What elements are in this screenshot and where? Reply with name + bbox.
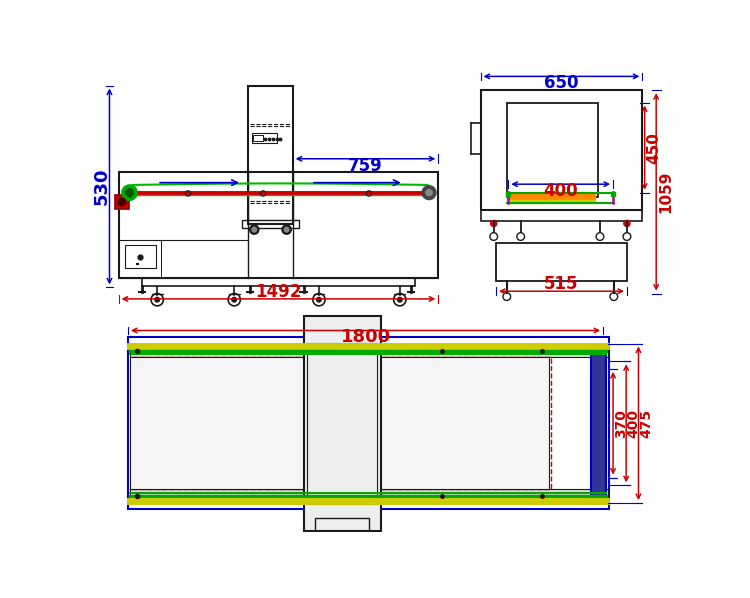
Circle shape	[232, 297, 236, 302]
Text: 475: 475	[639, 408, 653, 438]
Bar	[254, 135, 262, 141]
Text: 515: 515	[544, 275, 579, 293]
Circle shape	[624, 221, 630, 227]
Text: 450: 450	[646, 132, 662, 163]
Circle shape	[426, 190, 432, 196]
Circle shape	[284, 227, 289, 232]
Text: 400: 400	[627, 409, 640, 438]
Bar	[507, 103, 598, 197]
Circle shape	[316, 297, 321, 302]
Bar	[115, 195, 129, 209]
Circle shape	[490, 221, 496, 227]
Bar	[128, 337, 609, 509]
Text: 1492: 1492	[255, 283, 302, 301]
Bar	[130, 358, 549, 489]
Circle shape	[282, 225, 291, 234]
Bar	[118, 172, 438, 278]
Bar	[132, 358, 551, 489]
Bar	[130, 489, 608, 503]
Bar	[142, 278, 416, 286]
Circle shape	[118, 198, 126, 206]
Text: 400: 400	[544, 182, 578, 200]
Text: 1059: 1059	[658, 170, 673, 213]
Bar	[242, 221, 299, 228]
Text: 370: 370	[614, 409, 628, 438]
Bar	[315, 518, 369, 532]
Text: 759: 759	[348, 157, 383, 175]
Bar	[591, 345, 606, 501]
Text: 650: 650	[544, 74, 579, 92]
Text: 530: 530	[93, 168, 111, 205]
Bar	[130, 344, 608, 358]
Bar	[248, 86, 292, 224]
Circle shape	[252, 227, 257, 232]
Bar	[304, 316, 380, 530]
Circle shape	[126, 189, 134, 197]
Circle shape	[250, 225, 259, 234]
Bar	[496, 243, 627, 281]
Circle shape	[155, 297, 160, 302]
Bar	[481, 209, 642, 221]
Circle shape	[422, 186, 436, 200]
Bar	[481, 90, 642, 209]
Bar	[319, 532, 365, 541]
Circle shape	[398, 297, 402, 302]
Bar	[125, 245, 156, 268]
Circle shape	[122, 185, 137, 200]
Bar	[509, 200, 595, 203]
Bar	[509, 194, 595, 200]
Text: 1800: 1800	[340, 328, 391, 346]
Bar	[252, 133, 277, 144]
Bar	[308, 343, 376, 504]
